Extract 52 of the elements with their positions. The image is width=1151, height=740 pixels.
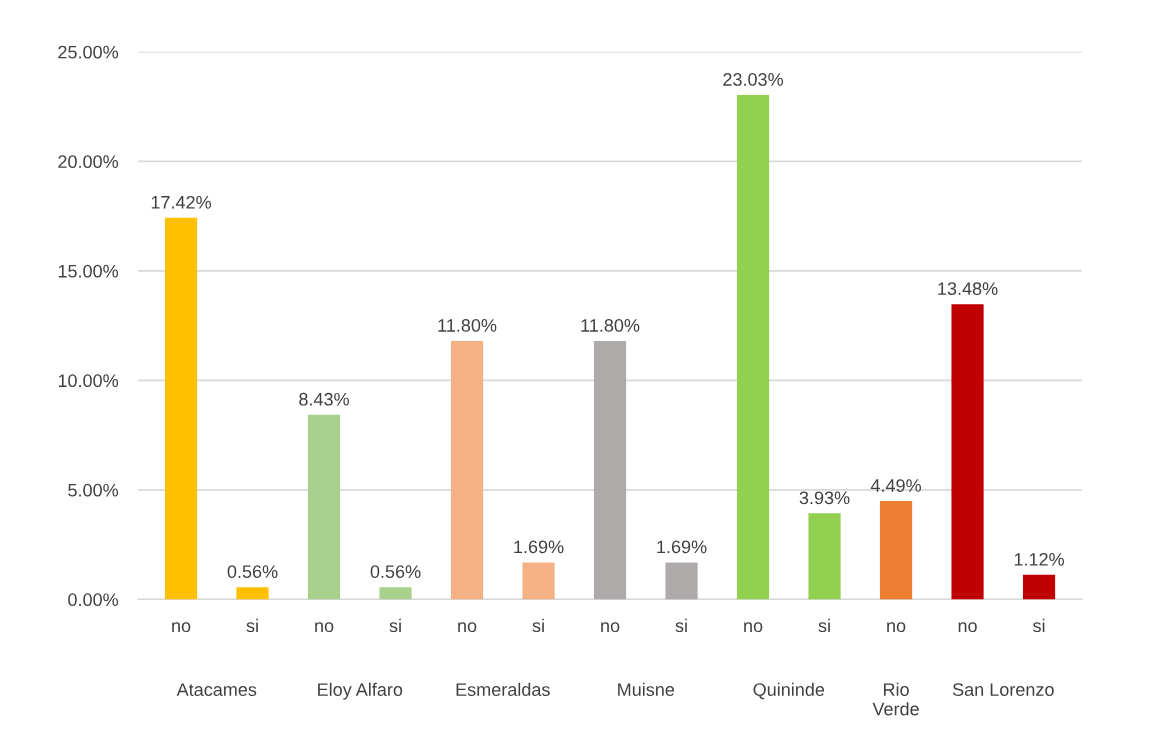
data-label: 17.42%: [151, 195, 211, 209]
bar: [164, 217, 198, 600]
bar: [665, 562, 698, 600]
x-tick-label: si: [389, 618, 401, 633]
bar: [379, 587, 412, 600]
data-label: 0.56%: [227, 565, 278, 579]
data-label: 1.12%: [1014, 552, 1064, 566]
bar: [736, 94, 770, 600]
bar: [593, 340, 627, 600]
text: Atacames: [176, 683, 257, 696]
data-label: 13.48%: [938, 282, 998, 296]
x-tick-label: no: [172, 622, 191, 633]
text: San Lorenzo: [952, 683, 1054, 696]
x-tick-label: si: [675, 618, 687, 633]
data-label: 1.69%: [657, 540, 707, 554]
bar: [236, 587, 269, 600]
x-tick-label: no: [887, 622, 906, 633]
y-tick-label: 20.00%: [58, 155, 119, 169]
data-label: 0.56%: [370, 565, 421, 579]
y-tick-label: 0.00%: [68, 593, 119, 607]
bar: [307, 414, 341, 600]
bar: [951, 304, 984, 600]
x-tick-label: no: [744, 622, 763, 633]
bar: [450, 340, 484, 600]
text: Eloy Alfaro: [318, 682, 403, 700]
bar: [522, 562, 555, 600]
data-label: 11.80%: [438, 319, 497, 332]
data-label: 1.69%: [514, 540, 564, 554]
x-tick-label: no: [601, 622, 620, 633]
bar: [808, 513, 841, 600]
text: Muisne: [618, 682, 675, 696]
x-tick-label: si: [1033, 618, 1045, 633]
x-tick-label: si: [246, 618, 258, 633]
data-label: 11.80%: [581, 319, 640, 332]
y-tick-label: 5.00%: [68, 483, 119, 497]
text: Rio Verde: [872, 682, 919, 716]
text: Quininde: [753, 682, 825, 700]
bar: [1022, 574, 1056, 600]
bar: [879, 501, 913, 600]
y-tick-label: 25.00%: [58, 45, 119, 59]
x-tick-label: no: [315, 622, 334, 633]
data-label: 3.93%: [799, 491, 850, 505]
x-tick-label: no: [458, 622, 477, 633]
data-label: 23.03%: [723, 73, 784, 86]
x-tick-label: no: [958, 622, 977, 633]
x-tick-label: si: [818, 618, 830, 633]
data-label: 4.49%: [870, 479, 921, 492]
text: Esmeraldas: [456, 682, 550, 696]
y-tick-label: 15.00%: [58, 264, 119, 278]
y-tick-label: 10.00%: [58, 374, 119, 388]
data-label: 8.43%: [299, 392, 349, 406]
x-tick-label: si: [532, 618, 544, 633]
